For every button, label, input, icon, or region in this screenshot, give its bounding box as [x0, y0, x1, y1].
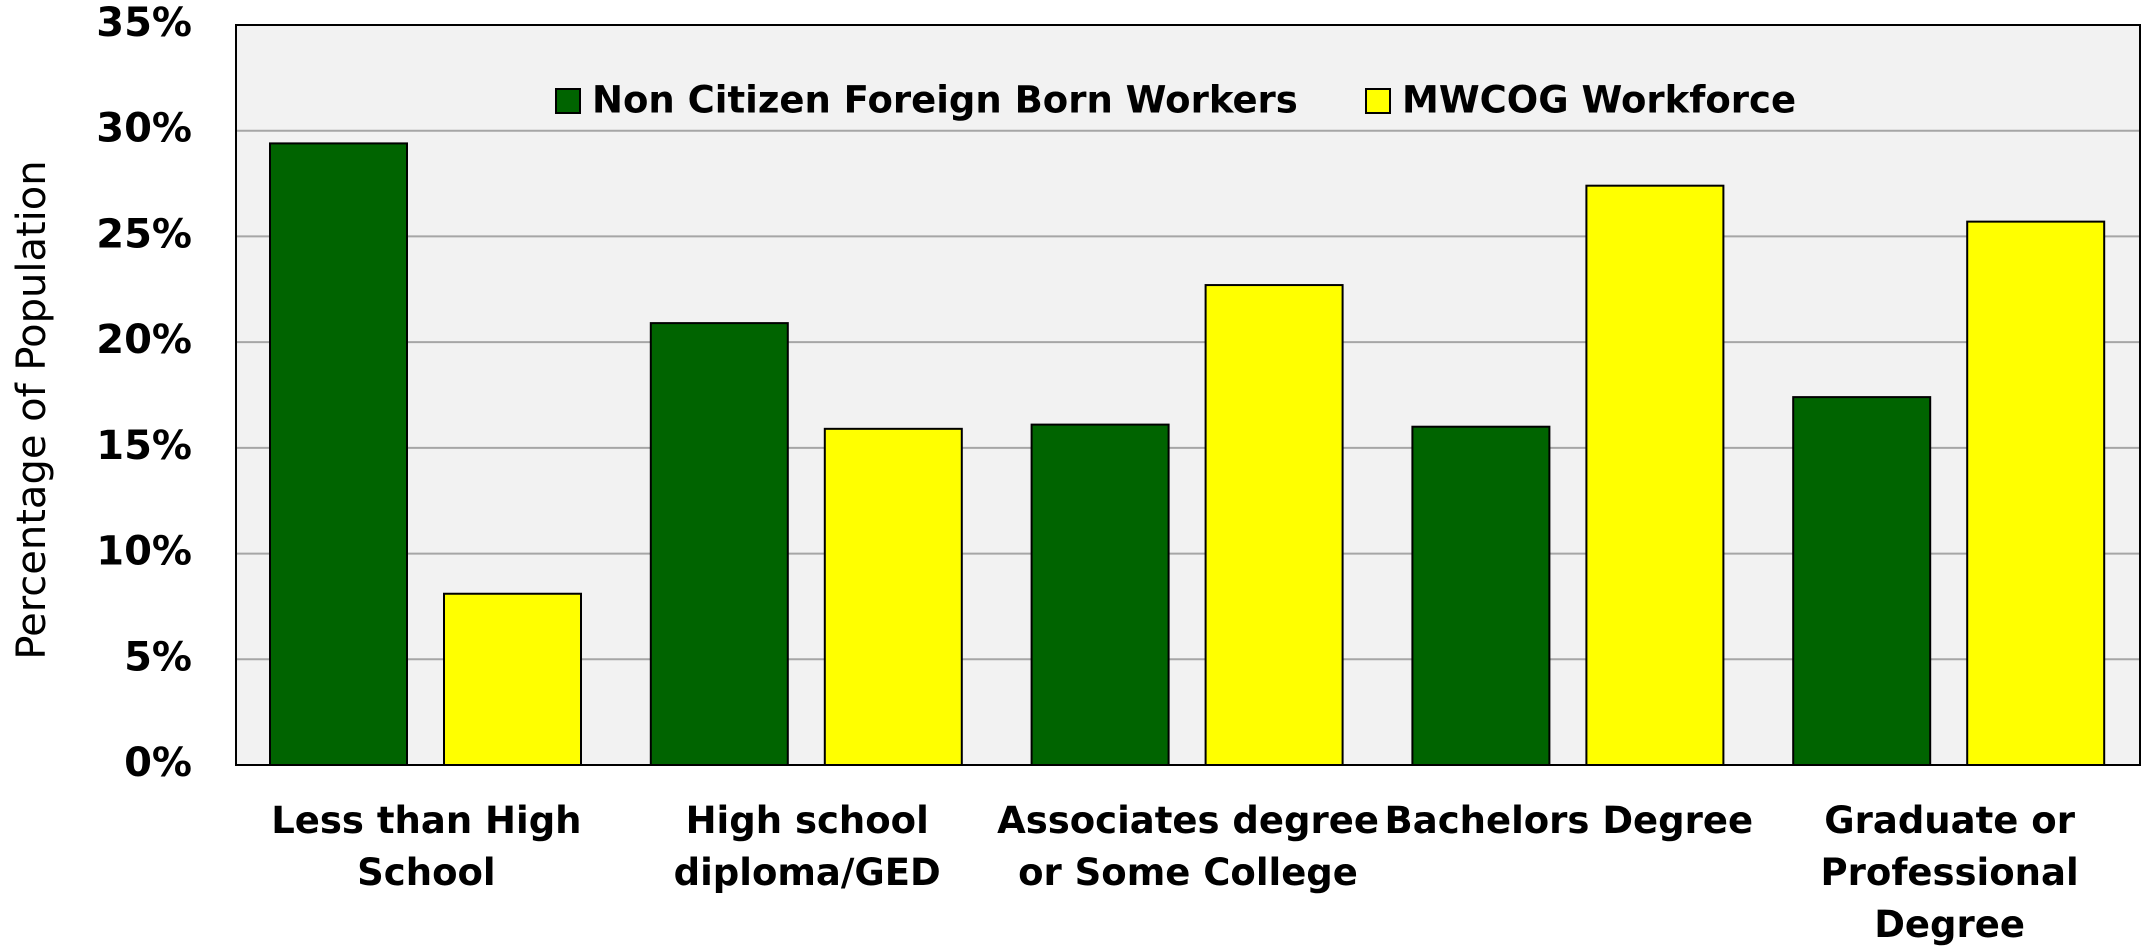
- legend-label: Non Citizen Foreign Born Workers: [592, 79, 1298, 122]
- legend-label: MWCOG Workforce: [1402, 79, 1796, 122]
- y-tick-label: 35%: [96, 0, 192, 46]
- x-tick-label: High school diploma/GED: [673, 799, 941, 894]
- bar: [443, 592, 582, 766]
- plot-border: [235, 24, 2141, 766]
- bar: [823, 427, 963, 766]
- legend-swatch: [555, 88, 581, 114]
- bar: [1792, 396, 1932, 766]
- y-tick-label: 25%: [96, 211, 192, 257]
- x-tick-label: Less than High School: [271, 799, 582, 894]
- page: Percentage of Population 0% 5% 10% 15% 20% 25…: [9, 0, 2141, 946]
- bars: [269, 142, 2106, 766]
- legend-swatch: [1365, 88, 1391, 114]
- y-tick-label: 0%: [124, 740, 192, 786]
- x-tick-label: Associates degree or Some College: [997, 799, 1379, 894]
- y-tick-label: 20%: [96, 317, 192, 363]
- bar: [649, 322, 789, 766]
- bar: [1204, 284, 1344, 766]
- bar: [1411, 425, 1551, 766]
- bar: [1030, 423, 1170, 766]
- bar: [269, 142, 408, 766]
- bar: [1585, 184, 1725, 766]
- y-tick-label: 5%: [124, 634, 192, 680]
- x-tick-label: Graduate or Professional Degree: [1820, 799, 2079, 946]
- y-tick-label: 30%: [96, 106, 192, 152]
- y-axis-label: Percentage of Population: [9, 160, 55, 659]
- bar: [1966, 220, 2106, 766]
- x-tick-label: Bachelors Degree: [1384, 799, 1754, 842]
- y-tick-label: 15%: [96, 423, 192, 469]
- chart: Percentage of Population 0% 5% 10% 15% 20% 25…: [9, 0, 2141, 786]
- y-tick-label: 10%: [96, 529, 192, 575]
